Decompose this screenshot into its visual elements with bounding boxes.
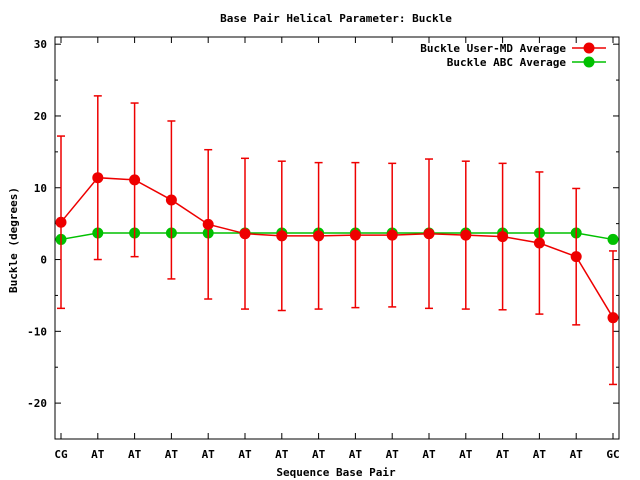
y-axis-label: Buckle (degrees) xyxy=(7,187,20,293)
x-tick-label: AT xyxy=(349,448,363,461)
legend-swatch-marker xyxy=(583,42,595,54)
data-point xyxy=(460,229,472,241)
series-0 xyxy=(55,95,619,386)
x-tick-label: AT xyxy=(91,448,105,461)
x-tick-label: AT xyxy=(496,448,510,461)
x-tick-label: AT xyxy=(570,448,584,461)
x-tick-label: AT xyxy=(128,448,142,461)
legend-label: Buckle ABC Average xyxy=(447,56,567,69)
series-layer xyxy=(55,95,619,386)
data-point xyxy=(92,172,104,184)
y-tick-label: 30 xyxy=(34,38,47,51)
x-tick-label: AT xyxy=(275,448,289,461)
y-axis: 30 20 10 0 -10 -20 xyxy=(27,38,619,440)
x-tick-label: AT xyxy=(533,448,547,461)
legend-label: Buckle User-MD Average xyxy=(420,42,566,55)
x-axis-label: Sequence Base Pair xyxy=(276,466,396,479)
chart-title: Base Pair Helical Parameter: Buckle xyxy=(220,12,452,25)
data-point xyxy=(570,251,582,263)
data-point xyxy=(533,237,545,249)
y-tick-label: 20 xyxy=(34,110,47,123)
x-tick-label: CG xyxy=(54,448,68,461)
data-point xyxy=(423,228,435,240)
data-point xyxy=(165,194,177,206)
x-tick-label: AT xyxy=(386,448,400,461)
data-point xyxy=(313,230,325,242)
x-axis: CG AT AT AT AT AT AT AT AT AT AT AT AT AT AT GC xyxy=(54,37,620,461)
x-tick-label: AT xyxy=(422,448,436,461)
y-tick-label: 0 xyxy=(40,254,47,267)
series-line xyxy=(60,232,614,241)
series-line xyxy=(60,176,614,319)
data-point xyxy=(607,233,619,245)
x-tick-label: AT xyxy=(238,448,252,461)
x-tick-label: AT xyxy=(312,448,326,461)
data-point xyxy=(607,312,619,324)
x-tick-label: AT xyxy=(202,448,216,461)
y-tick-label: -20 xyxy=(27,397,47,410)
data-point xyxy=(349,229,361,241)
data-point xyxy=(276,230,288,242)
x-tick-label: GC xyxy=(606,448,619,461)
x-tick-label: AT xyxy=(165,448,179,461)
data-point xyxy=(202,218,214,230)
data-point xyxy=(497,231,509,243)
data-point xyxy=(129,174,141,186)
legend-swatch-marker xyxy=(583,56,595,68)
plot-frame xyxy=(54,36,620,440)
data-point xyxy=(386,229,398,241)
data-point xyxy=(55,216,67,228)
y-tick-label: 10 xyxy=(34,182,47,195)
x-tick-label: AT xyxy=(459,448,473,461)
y-tick-label: -10 xyxy=(27,325,47,338)
data-point xyxy=(239,228,251,240)
